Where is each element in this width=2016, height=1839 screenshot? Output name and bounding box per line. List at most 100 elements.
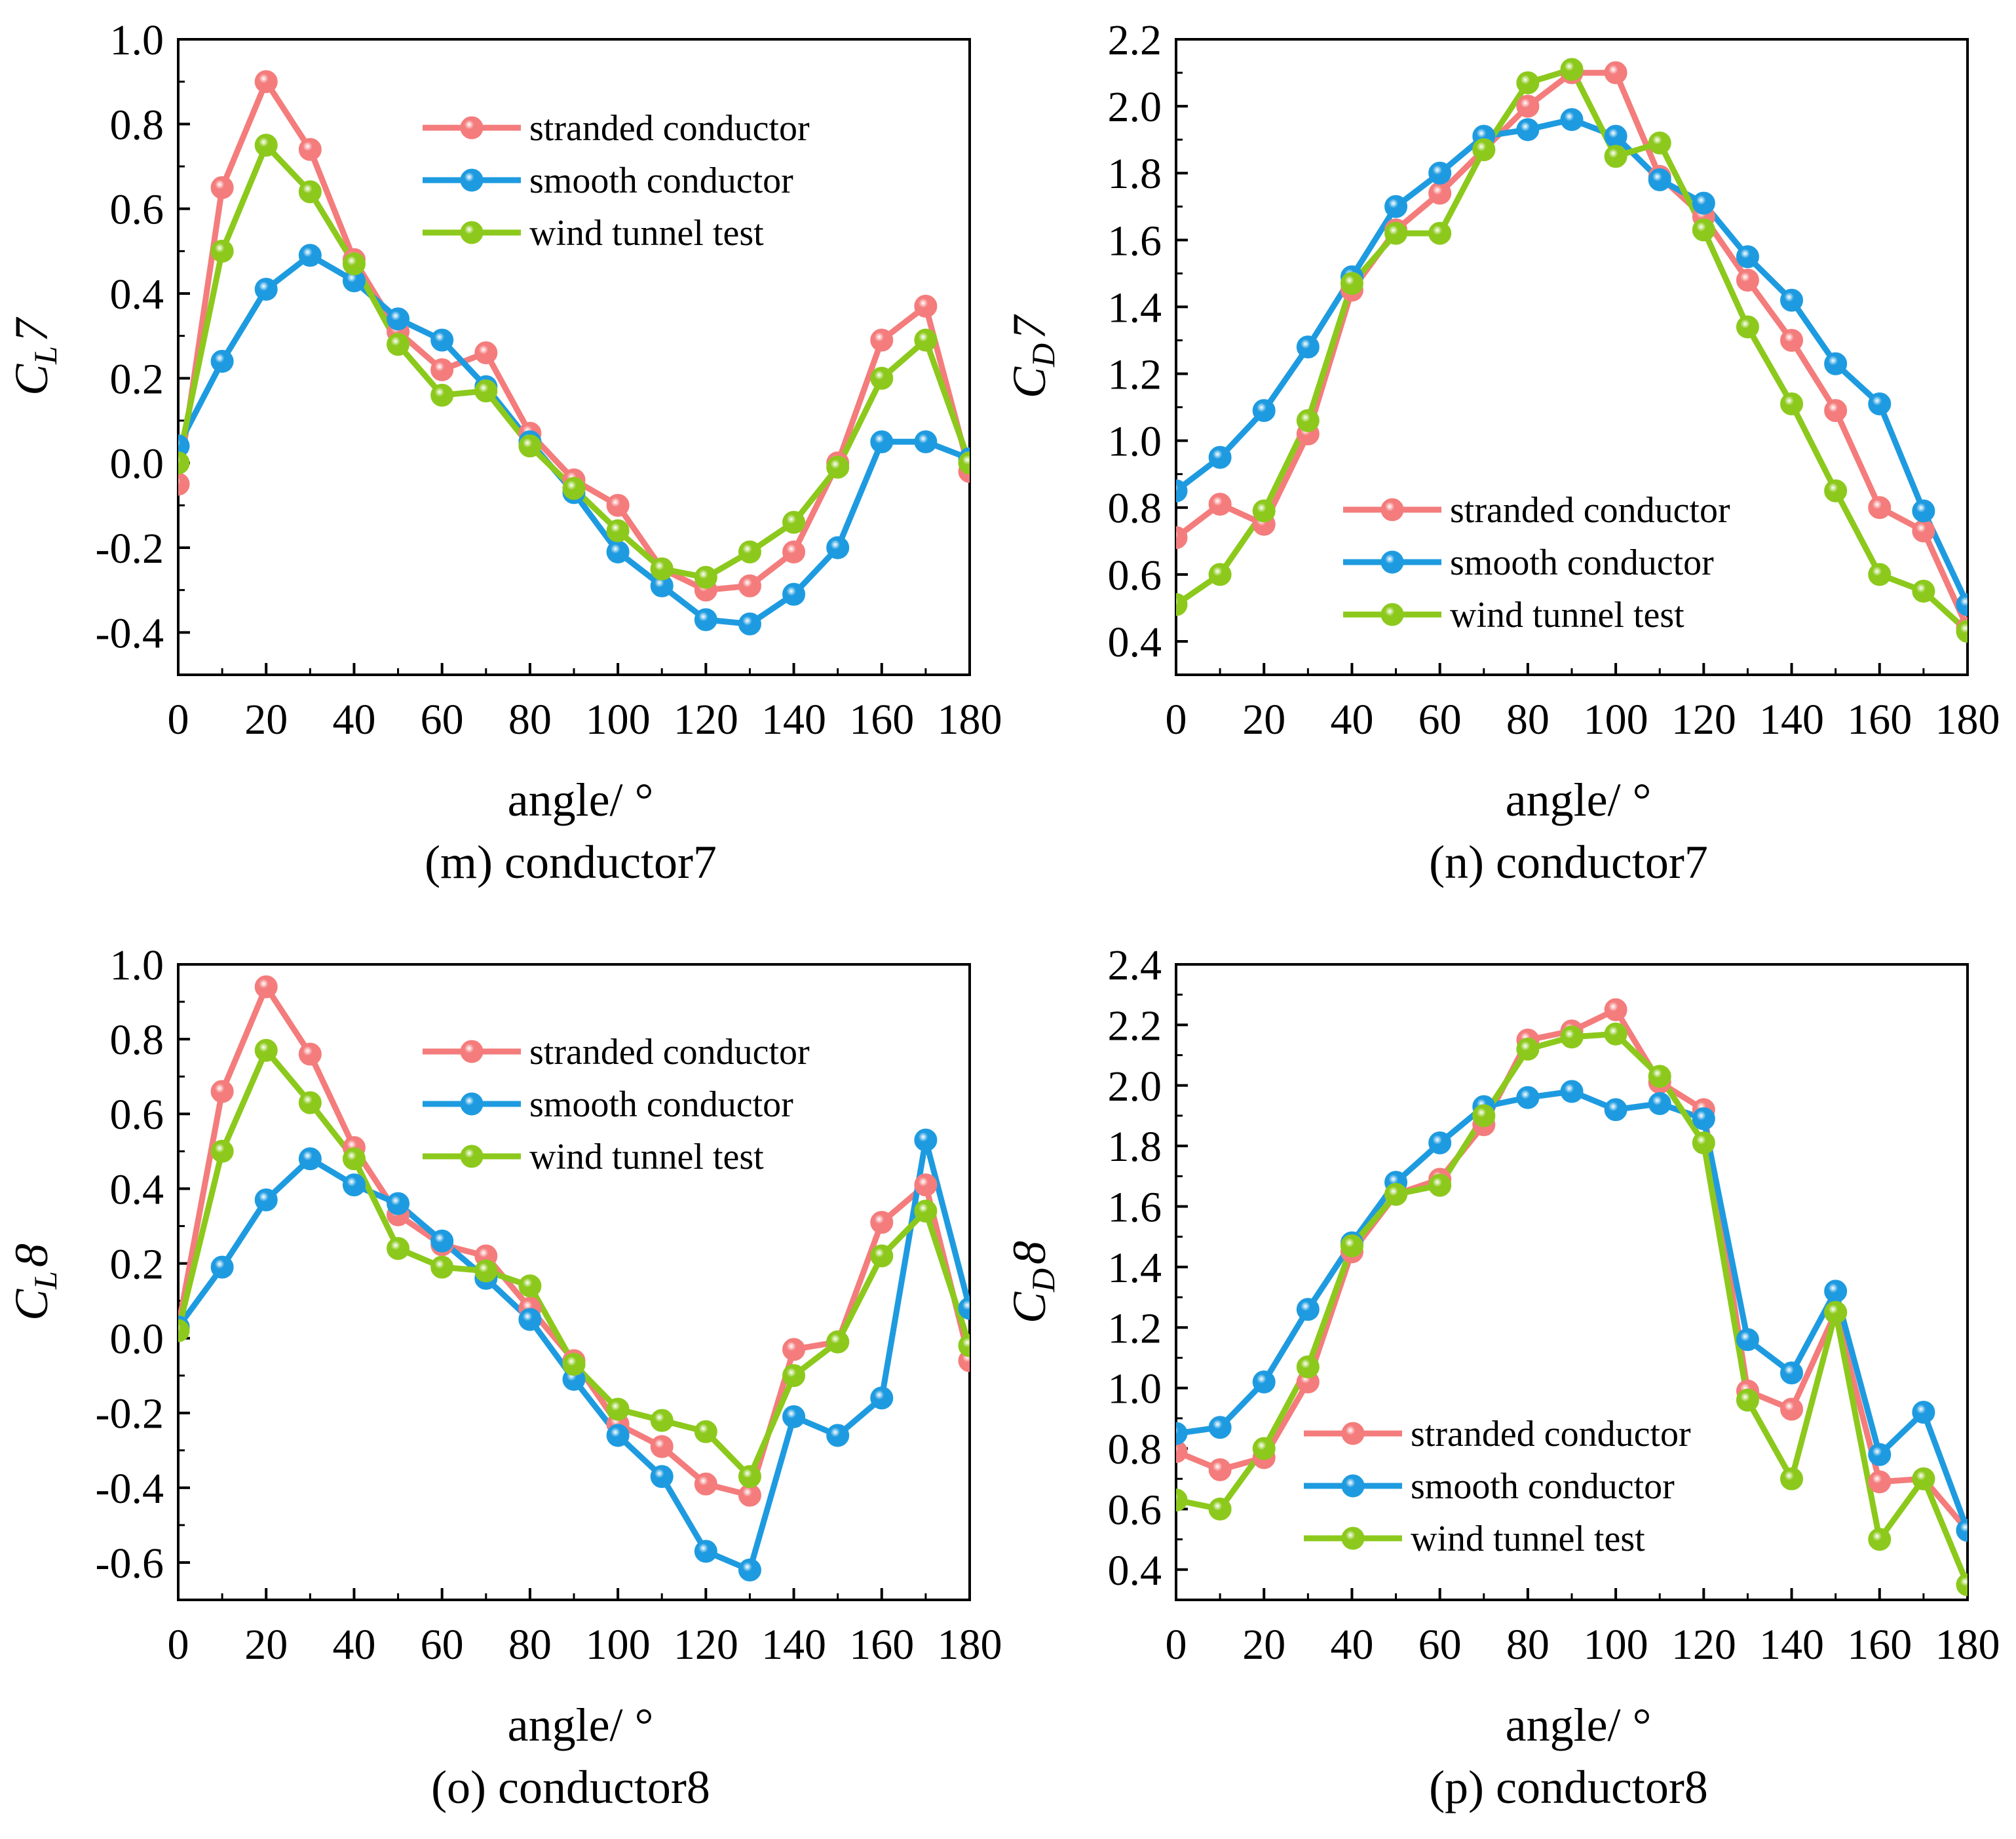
- data-point-stranded: [1780, 1397, 1804, 1421]
- data-point-smooth: [210, 1255, 234, 1279]
- x-tick-label: 60: [421, 696, 464, 744]
- data-point-smooth: [178, 434, 190, 458]
- data-point-smooth: [1428, 161, 1452, 185]
- data-point-smooth: [387, 1192, 410, 1215]
- data-point-smooth: [1428, 1131, 1452, 1155]
- data-point-smooth: [1912, 499, 1935, 523]
- data-point-smooth: [1176, 479, 1188, 502]
- data-point-wind: [1736, 315, 1759, 339]
- x-tick-label: 100: [1584, 696, 1648, 744]
- x-tick-label: 180: [1935, 696, 2000, 744]
- data-point-smooth: [606, 1424, 630, 1447]
- data-point-wind: [387, 1237, 410, 1261]
- legend-marker-smooth: [1380, 550, 1404, 574]
- data-point-smooth: [430, 328, 454, 352]
- data-point-smooth: [430, 1229, 454, 1253]
- legend-label-wind: wind tunnel test: [529, 213, 764, 254]
- data-point-smooth: [738, 1558, 761, 1582]
- y-tick-label: 0.8: [110, 1016, 164, 1064]
- data-point-smooth: [1868, 1443, 1892, 1466]
- data-point-wind: [474, 1259, 498, 1283]
- y-axis-label: CD7: [1003, 314, 1061, 398]
- data-point-wind: [1428, 221, 1452, 245]
- x-tick-label: 60: [1418, 696, 1462, 744]
- legend: stranded conductor smooth conductor wind t…: [423, 1032, 810, 1177]
- data-point-wind: [1604, 145, 1627, 168]
- x-tick-label: 100: [586, 696, 651, 744]
- data-point-wind: [1912, 579, 1935, 603]
- series-layer: [1176, 58, 1968, 643]
- legend-marker-stranded: [460, 116, 484, 140]
- y-tick-label: -0.2: [96, 525, 164, 573]
- legend-label-stranded: stranded conductor: [1411, 1414, 1691, 1454]
- data-point-smooth: [1736, 1328, 1759, 1352]
- data-point-wind: [1868, 563, 1892, 586]
- x-tick-label: 80: [508, 1621, 552, 1669]
- legend-label-wind: wind tunnel test: [1450, 595, 1684, 635]
- y-tick-label: 1.4: [1108, 1244, 1162, 1292]
- data-point-wind: [1560, 58, 1584, 81]
- x-axis-label: angle/ °: [1506, 1699, 1652, 1751]
- y-tick-label: 0.0: [110, 1316, 164, 1363]
- data-point-smooth: [1252, 1370, 1276, 1393]
- y-axis-label: CD8: [1003, 1241, 1061, 1323]
- x-tick-label: 140: [1759, 696, 1824, 744]
- y-tick-label: 0.8: [110, 101, 164, 149]
- x-tick-label: 0: [168, 696, 189, 744]
- data-point-wind: [210, 239, 234, 263]
- data-point-wind: [782, 1364, 806, 1388]
- y-tick-label: 2.2: [1108, 16, 1162, 64]
- series-layer: [1176, 998, 1968, 1597]
- data-point-stranded: [178, 472, 190, 496]
- y-tick-label: 1.2: [1108, 1304, 1162, 1352]
- data-point-wind: [694, 565, 717, 589]
- legend-marker-wind: [1380, 603, 1404, 626]
- data-point-stranded: [1208, 1458, 1232, 1481]
- panel-caption: (m) conductor7: [425, 836, 717, 888]
- data-point-wind: [738, 1465, 761, 1488]
- y-tick-label: 2.0: [1108, 1063, 1162, 1110]
- series-layer: [178, 975, 970, 1582]
- data-point-smooth: [1648, 168, 1671, 191]
- y-tick-label: 0.2: [110, 1240, 164, 1288]
- y-tick-label: 1.6: [1108, 1184, 1162, 1232]
- data-point-stranded: [1428, 181, 1452, 205]
- y-tick-label: 1.0: [110, 941, 164, 989]
- data-point-smooth: [606, 540, 630, 563]
- data-point-stranded: [1868, 1470, 1892, 1494]
- data-point-wind: [1648, 131, 1671, 155]
- data-point-wind: [1252, 499, 1276, 523]
- chart-panel-m: 0 20 40 60 80 100 120 140 160 180 -0.4 -0.2 0.0 0.2 0.…: [5, 16, 1002, 888]
- data-point-stranded: [1604, 998, 1627, 1021]
- data-point-smooth: [387, 307, 410, 331]
- x-tick-label: 40: [332, 1621, 375, 1669]
- data-point-wind: [518, 1274, 542, 1298]
- data-point-stranded: [606, 493, 630, 517]
- data-point-smooth: [1208, 446, 1232, 469]
- chart-panel-o: 0 20 40 60 80 100 120 140 160 180 -0.6 -0.4 -0.2 0.0 0…: [5, 941, 1002, 1813]
- data-point-stranded: [298, 1042, 322, 1066]
- legend-marker-wind: [460, 221, 484, 244]
- data-point-wind: [606, 519, 630, 542]
- data-point-smooth: [1604, 124, 1627, 148]
- data-point-wind: [1560, 1025, 1584, 1049]
- y-tick-label: 0.8: [1108, 485, 1162, 533]
- data-point-smooth: [1296, 1298, 1320, 1321]
- data-point-wind: [298, 180, 322, 204]
- data-point-smooth: [1736, 245, 1759, 269]
- x-tick-label: 160: [849, 696, 914, 744]
- data-point-smooth: [1780, 288, 1804, 312]
- legend-label-wind: wind tunnel test: [529, 1137, 764, 1177]
- y-tick-label: 0.6: [1108, 1486, 1162, 1534]
- data-point-smooth: [738, 612, 761, 635]
- data-point-wind: [694, 1420, 717, 1443]
- data-point-smooth: [298, 1147, 322, 1171]
- data-point-wind: [178, 1319, 190, 1342]
- panel-caption: (n) conductor7: [1429, 836, 1708, 888]
- data-point-smooth: [1252, 399, 1276, 423]
- data-point-stranded: [914, 294, 938, 318]
- data-point-smooth: [1956, 593, 1968, 616]
- y-tick-label: 1.6: [1108, 217, 1162, 265]
- data-point-stranded: [1208, 493, 1232, 516]
